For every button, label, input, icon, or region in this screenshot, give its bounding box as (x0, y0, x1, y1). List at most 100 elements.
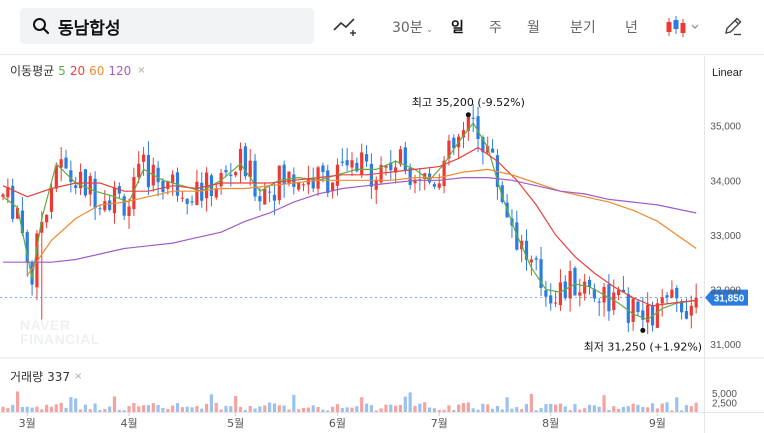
volume-bar (277, 405, 281, 412)
trendline-tool-icon[interactable] (332, 14, 358, 40)
volume-bar (505, 397, 509, 412)
ma-legend-label: 이동평균 (10, 64, 55, 78)
volume-bar (452, 409, 456, 412)
interval-select[interactable]: 30분 ⌄ (392, 17, 433, 37)
ma-line-ma60 (26, 168, 697, 277)
chart-annotations: 최고 35,200 (-9.52%) 최저 31,250 (+1.92%) 31,8… (0, 96, 748, 353)
volume-tick-label: 2,500 (712, 399, 737, 410)
volume-bar (156, 405, 160, 412)
volume-bar (626, 406, 630, 412)
volume-bar (35, 406, 39, 412)
candle-body (534, 258, 538, 260)
volume-bar (490, 408, 495, 412)
volume-bar (11, 404, 15, 412)
tab-period-day[interactable]: 일 (451, 20, 464, 36)
volume-bar (180, 407, 184, 412)
candle-body (558, 282, 563, 306)
volume-bar (515, 407, 519, 412)
volume-bar (587, 404, 592, 412)
volume-bar (379, 408, 383, 412)
chart-type-candle-icon[interactable] (664, 14, 704, 40)
volume-bar (127, 406, 131, 412)
ma-legend-close-icon[interactable]: × (137, 65, 146, 76)
volume-bar (263, 405, 267, 412)
volume-bar (258, 406, 262, 412)
scale-toggle[interactable]: Linear (712, 67, 743, 79)
tab-period-year[interactable]: 년 (625, 20, 638, 36)
volume-bar (655, 408, 659, 412)
volume-bar (684, 404, 689, 412)
tab-period-quarter[interactable]: 분기 (570, 20, 596, 36)
volume-bars (1, 391, 698, 412)
volume-bar (360, 397, 364, 412)
volume-bar (616, 408, 621, 412)
candle-body (166, 181, 170, 190)
candle-body (578, 292, 582, 296)
candle-body (64, 157, 68, 169)
search-icon (33, 18, 50, 35)
volume-bar (117, 409, 121, 412)
y-tick-label: 35,000 (710, 122, 741, 133)
volume-bar (321, 409, 325, 412)
candle-body (326, 170, 330, 193)
volume-legend-close-icon[interactable]: × (74, 371, 83, 382)
volume-bar (297, 409, 301, 412)
volume-bar (524, 403, 529, 412)
volume-bar (534, 410, 538, 412)
volume-bar (25, 406, 29, 412)
candle-body (137, 163, 141, 178)
volume-bar (427, 407, 432, 412)
candle-body (190, 201, 194, 203)
candle-body (272, 194, 277, 201)
tab-period-week[interactable]: 주 (489, 20, 502, 36)
candle-body (282, 164, 286, 185)
volume-bar (612, 406, 616, 412)
candle-body (384, 165, 388, 168)
candlesticks (1, 103, 698, 335)
volume-bar (558, 403, 563, 412)
candle-body (1, 194, 5, 197)
volume-bar (549, 403, 553, 412)
candle-body (78, 171, 83, 189)
volume-bar (413, 405, 417, 412)
candle-body (471, 117, 475, 119)
candle-body (665, 295, 669, 298)
volume-bar (103, 409, 107, 412)
candle-body (267, 191, 272, 193)
candle-body (301, 184, 306, 186)
tab-period-month[interactable]: 월 (527, 20, 540, 36)
candle-body (621, 289, 626, 293)
candle-body (214, 188, 218, 198)
volume-bar (6, 408, 10, 412)
high-annotation: 최고 35,200 (-9.52%) (412, 96, 525, 109)
low-annotation: 최저 31,250 (+1.92%) (584, 340, 702, 353)
chart-axes: 35,000 34,000 33,000 32,000 31,000 5,0002,500… (19, 122, 742, 430)
volume-bar (93, 403, 97, 412)
volume-bar (185, 406, 189, 412)
volume-bar (437, 409, 441, 412)
volume-bar (200, 408, 204, 412)
current-price-tag (705, 289, 748, 306)
volume-bar (602, 395, 606, 412)
volume-bar (500, 409, 504, 412)
candle-body (180, 197, 184, 199)
volume-bar (694, 402, 698, 412)
candle-body (597, 301, 601, 303)
volume-bar (253, 408, 257, 412)
volume-bar (311, 405, 315, 412)
x-tick-label: 6월 (329, 417, 346, 430)
candle-body (481, 137, 485, 153)
volume-bar (641, 406, 645, 412)
candle-body (234, 172, 238, 176)
pencil-icon[interactable] (722, 15, 744, 37)
volume-bar (646, 407, 650, 412)
stock-search-box[interactable]: 동남합성 (20, 8, 314, 44)
volume-bar (583, 408, 587, 412)
volume-bar (403, 396, 407, 412)
volume-bar (398, 404, 403, 412)
candle-body (350, 160, 354, 168)
y-tick-label: 32,000 (710, 285, 741, 296)
volume-bar (175, 403, 180, 412)
candle-body (243, 146, 247, 177)
